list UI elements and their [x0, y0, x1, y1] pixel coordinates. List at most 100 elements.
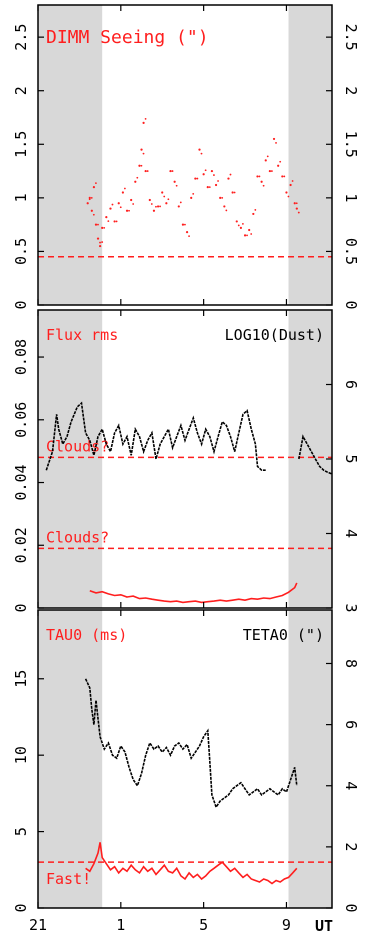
y2-tick-label: 6	[342, 380, 360, 389]
data-point	[262, 184, 265, 187]
data-point	[163, 195, 166, 198]
data-point	[293, 202, 296, 205]
data-point	[156, 205, 160, 208]
night-shade-2	[288, 610, 332, 908]
data-point	[140, 148, 143, 151]
data-point	[177, 205, 180, 208]
data-point	[92, 213, 95, 216]
y2-tick-label: 8	[342, 659, 360, 668]
data-point	[295, 207, 298, 210]
data-point	[96, 237, 100, 240]
series-line-1	[45, 401, 266, 471]
data-point	[167, 198, 170, 201]
data-point	[252, 212, 255, 216]
y-tick-label: 0	[12, 300, 30, 309]
data-point	[136, 176, 139, 179]
data-point	[272, 137, 276, 141]
data-point	[95, 182, 97, 185]
y2-tick-label: 0	[342, 300, 360, 309]
data-point	[242, 222, 244, 225]
data-point	[88, 196, 91, 199]
data-point	[171, 170, 174, 172]
data-point	[111, 203, 114, 206]
night-shade-2	[288, 5, 332, 305]
y2-tick-label: 3	[342, 603, 360, 612]
data-point	[152, 209, 156, 212]
data-point	[90, 196, 93, 199]
y-tick-label: 0.5	[12, 238, 30, 265]
data-point	[239, 226, 243, 229]
y-tick-label: 0	[12, 903, 30, 912]
data-point	[184, 223, 186, 226]
night-shade-1	[38, 610, 103, 908]
data-point	[179, 201, 182, 204]
data-point	[246, 234, 248, 237]
data-point	[142, 152, 145, 155]
y-tick-label: 1.5	[12, 131, 30, 158]
data-point	[159, 205, 161, 208]
data-point	[125, 209, 129, 212]
data-point	[144, 117, 147, 120]
y-tick-label: 1	[12, 193, 30, 202]
data-point	[101, 226, 104, 229]
data-point	[113, 220, 116, 223]
data-point	[250, 233, 253, 235]
data-point	[208, 186, 211, 189]
data-point	[210, 169, 214, 173]
data-point	[198, 148, 201, 151]
reference-label-1: Fast!	[46, 870, 91, 888]
data-point	[103, 226, 106, 229]
data-point	[123, 187, 126, 190]
data-point	[99, 241, 101, 244]
data-point	[148, 198, 151, 202]
plot-frame	[37, 609, 333, 909]
data-point	[130, 198, 133, 202]
data-point	[173, 180, 176, 183]
y-tick-label: 10	[12, 746, 30, 764]
data-point	[223, 205, 226, 208]
data-point	[165, 202, 168, 205]
y-tick-label: 2	[12, 86, 30, 95]
data-point	[132, 203, 135, 205]
data-point	[219, 196, 222, 199]
y2-tick-label: 5	[342, 454, 360, 463]
data-point	[94, 223, 98, 226]
series-line-3	[89, 582, 298, 604]
data-point	[227, 177, 230, 180]
y2-tick-label: 1.5	[342, 131, 360, 158]
data-point	[105, 216, 108, 219]
y-tick-label: 15	[12, 670, 30, 688]
x-axis-label: UT	[315, 917, 333, 935]
y2-tick-label: 1	[342, 193, 360, 202]
data-point	[213, 174, 215, 176]
data-point	[117, 202, 120, 205]
y2-tick-label: 0.5	[342, 238, 360, 265]
data-point	[221, 196, 224, 199]
y2-tick-label: 2	[342, 86, 360, 95]
night-shade-1	[38, 5, 103, 305]
data-point	[285, 191, 288, 194]
panel-2: Clouds? Clouds? 0 0.02 0.04 0.06 0.08 3 4 5 6 Flux …	[12, 309, 360, 613]
panel-title: DIMM Seeing (")	[46, 27, 209, 48]
y2-tick-label: 4	[342, 781, 360, 790]
data-point	[107, 220, 110, 223]
y-tick-label: 0.08	[12, 339, 30, 375]
night-shade-2	[288, 310, 332, 608]
data-point	[235, 220, 238, 223]
data-point	[279, 160, 282, 163]
data-point	[283, 175, 286, 178]
data-point	[138, 164, 141, 167]
y2-tick-label: 2.5	[342, 24, 360, 51]
data-point	[90, 209, 93, 212]
data-point	[258, 175, 261, 178]
plot-frame	[37, 4, 333, 306]
data-point	[295, 202, 298, 205]
data-point	[115, 220, 118, 223]
panel-1: 0 0.5 1 1.5 2 2.5 0 0.5 1 1.5 2 2.5 DIMM Seeing (")	[12, 4, 360, 310]
data-point	[233, 191, 236, 194]
data-point	[194, 177, 197, 180]
data-point	[119, 206, 122, 209]
series-line-2	[85, 842, 298, 885]
data-point	[200, 152, 203, 155]
